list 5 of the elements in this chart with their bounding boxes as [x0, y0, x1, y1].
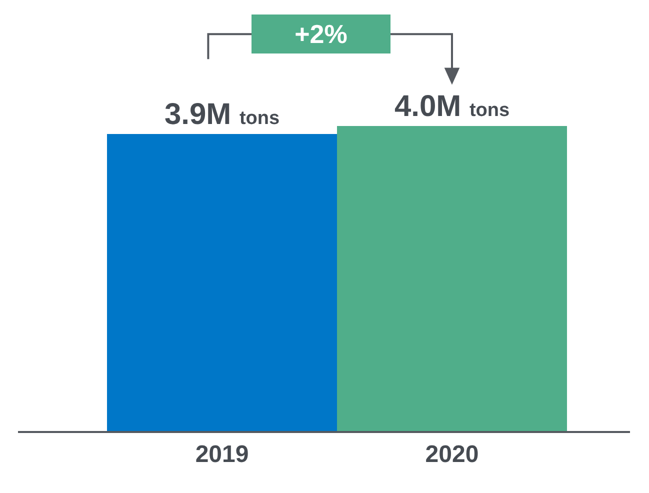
text: +2% — [294, 19, 348, 49]
x-tick-label: 2020 — [425, 440, 479, 468]
x-tick-label: 2019 — [195, 440, 249, 468]
data-label: 4.0M tons — [394, 90, 510, 123]
data-label: 3.9M tons — [164, 98, 280, 131]
